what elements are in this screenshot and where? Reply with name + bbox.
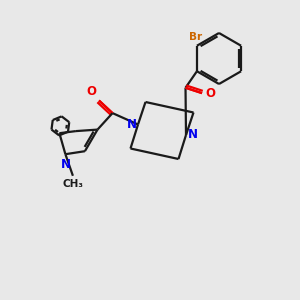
Text: O: O [206,87,216,100]
Text: N: N [188,128,197,142]
Text: O: O [87,85,97,98]
Text: N: N [60,158,70,171]
Text: CH₃: CH₃ [62,179,83,189]
Text: Br: Br [189,32,202,42]
Text: N: N [127,118,136,131]
